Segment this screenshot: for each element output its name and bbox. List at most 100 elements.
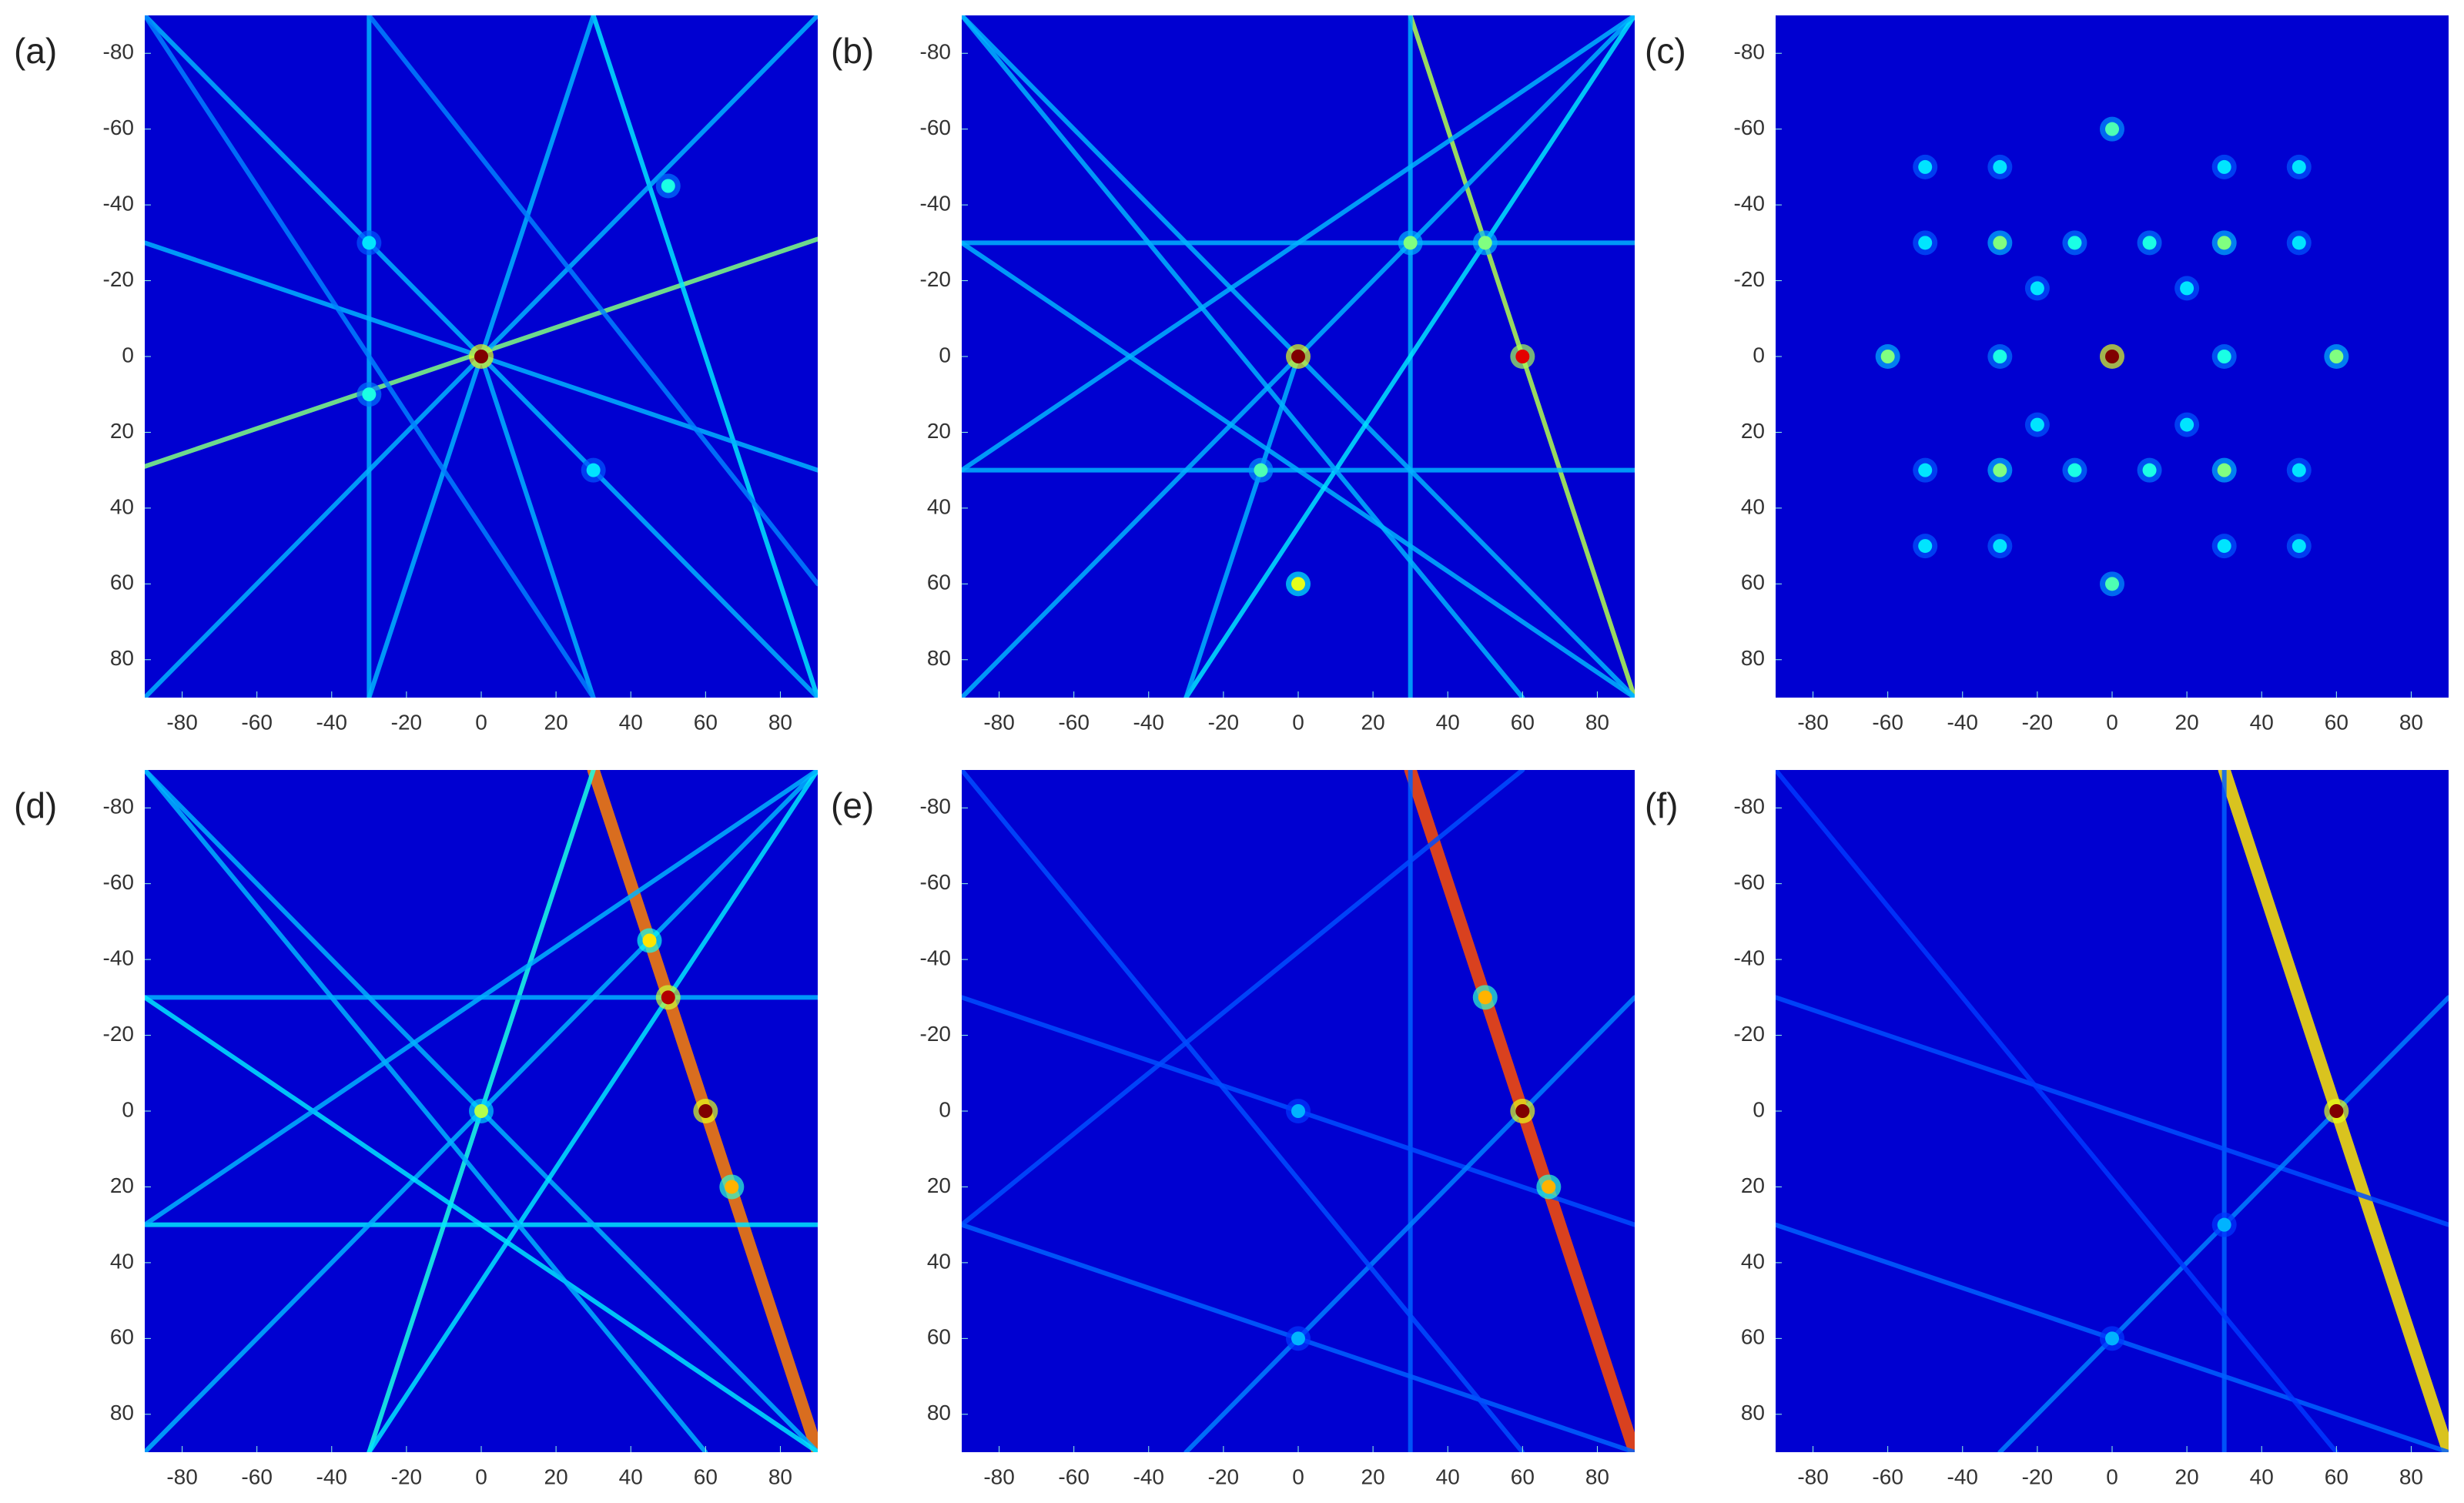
- peak: [1478, 236, 1492, 250]
- intensity-streak: [1183, 354, 1301, 698]
- peak: [1993, 236, 2007, 250]
- intensity-streak: [1183, 995, 1635, 1452]
- y-tick-label: 20: [1741, 1173, 1765, 1197]
- panel: -80 -60 -40 -20 0 20 40 60 80 -80 -60 -40 -20 0 20 40 60…: [831, 770, 1635, 1488]
- panel-title: (c): [1645, 31, 1686, 71]
- x-tick-label: 60: [1511, 1465, 1535, 1488]
- peak: [698, 1104, 713, 1118]
- peak: [2105, 1331, 2119, 1346]
- peak: [2142, 463, 2157, 477]
- x-tick-label: -80: [1797, 1465, 1828, 1488]
- peak: [1993, 463, 2007, 477]
- peak: [2180, 417, 2194, 432]
- y-tick-label: 40: [1741, 494, 1765, 518]
- peak: [2067, 463, 2082, 477]
- y-tick-label: -20: [103, 1022, 134, 1046]
- intensity-streak: [962, 770, 1525, 1227]
- x-tick-label: 40: [2250, 710, 2274, 734]
- peak: [1918, 159, 1933, 174]
- x-tick-label: 40: [619, 710, 643, 734]
- peak: [1993, 159, 2007, 174]
- peak: [1291, 350, 1305, 363]
- x-tick-label: 80: [1585, 1465, 1609, 1488]
- intensity-streak: [591, 15, 818, 698]
- y-tick-label: -40: [103, 946, 134, 970]
- peak: [1993, 350, 2007, 363]
- y-tick-label: -60: [1734, 870, 1765, 894]
- intensity-streak: [145, 770, 708, 1452]
- peak: [1403, 236, 1418, 250]
- y-tick-label: 20: [110, 419, 134, 443]
- peak: [661, 179, 675, 193]
- x-tick-label: 40: [1436, 1465, 1460, 1488]
- y-tick-label: 60: [1741, 1325, 1765, 1349]
- intensity-streak: [145, 15, 596, 698]
- y-tick-label: -20: [920, 267, 951, 291]
- y-tick-label: -40: [920, 946, 951, 970]
- x-tick-label: 60: [1511, 710, 1535, 734]
- x-tick-label: 20: [1361, 1465, 1385, 1488]
- y-tick-label: 40: [927, 1249, 951, 1273]
- x-tick-label: -40: [1947, 1465, 1978, 1488]
- y-tick-label: 20: [110, 1173, 134, 1197]
- intensity-streak: [145, 995, 818, 1452]
- plot-area: [962, 15, 1635, 698]
- peak: [2292, 463, 2306, 477]
- peak: [2105, 350, 2119, 363]
- peak: [362, 236, 377, 250]
- x-tick-label: 40: [619, 1465, 643, 1488]
- intensity-streak: [145, 770, 818, 1227]
- y-tick-label: -60: [103, 870, 134, 894]
- peak: [362, 387, 377, 402]
- peak: [2105, 577, 2119, 591]
- x-tick-label: -80: [1797, 710, 1828, 734]
- x-tick-label: 80: [2399, 1465, 2423, 1488]
- peak: [474, 1104, 488, 1118]
- peak: [1918, 463, 1933, 477]
- x-tick-label: 40: [1436, 710, 1460, 734]
- x-tick-label: -60: [1872, 1465, 1903, 1488]
- y-tick-label: -20: [1734, 267, 1765, 291]
- intensity-streak: [962, 240, 1635, 698]
- y-tick-label: -80: [920, 40, 951, 64]
- panel: -80 -60 -40 -20 0 20 40 60 80 -80 -60 -40 -20 0 20 40 60…: [831, 15, 1635, 734]
- peak: [2217, 1217, 2231, 1232]
- y-tick-label: 20: [927, 1173, 951, 1197]
- x-tick-label: 0: [475, 1465, 487, 1488]
- y-tick-label: 60: [110, 571, 134, 594]
- x-tick-label: -20: [391, 710, 422, 734]
- peak: [1291, 1104, 1305, 1118]
- intensity-streak: [1776, 770, 2339, 1452]
- x-tick-label: 60: [2325, 1465, 2348, 1488]
- x-tick-label: -40: [316, 1465, 347, 1488]
- y-tick-label: -20: [1734, 1022, 1765, 1046]
- y-tick-label: 40: [1741, 1249, 1765, 1273]
- x-tick-label: 80: [2399, 710, 2423, 734]
- intensity-streak: [367, 15, 818, 587]
- panel-title: (e): [831, 785, 874, 825]
- y-tick-label: -40: [920, 192, 951, 216]
- y-tick-label: 40: [110, 1249, 134, 1273]
- y-tick-label: 80: [1741, 1401, 1765, 1424]
- y-tick-label: 40: [110, 494, 134, 518]
- peak: [2329, 1104, 2344, 1118]
- plot-area: [145, 770, 818, 1452]
- plot-area: [1875, 116, 2349, 597]
- panel: -80 -60 -40 -20 0 20 40 60 80 -80 -60 -40 -20 0 20 40 60…: [14, 770, 818, 1488]
- peak: [2217, 463, 2231, 477]
- y-tick-label: 80: [927, 646, 951, 670]
- peak: [1291, 577, 1305, 591]
- y-tick-label: 40: [927, 494, 951, 518]
- x-tick-label: -40: [1133, 710, 1164, 734]
- x-tick-label: 20: [544, 1465, 568, 1488]
- x-tick-label: 20: [544, 710, 568, 734]
- x-tick-label: -20: [1208, 1465, 1239, 1488]
- peak: [2329, 350, 2344, 363]
- panel: -80 -60 -40 -20 0 20 40 60 80 -80 -60 -40 -20 0 20 40 60…: [14, 15, 818, 734]
- x-tick-label: -40: [1947, 710, 1978, 734]
- peak: [2030, 281, 2044, 296]
- y-tick-label: 0: [122, 343, 134, 367]
- peak: [1918, 539, 1933, 554]
- y-tick-label: 60: [1741, 571, 1765, 594]
- peak: [586, 463, 601, 477]
